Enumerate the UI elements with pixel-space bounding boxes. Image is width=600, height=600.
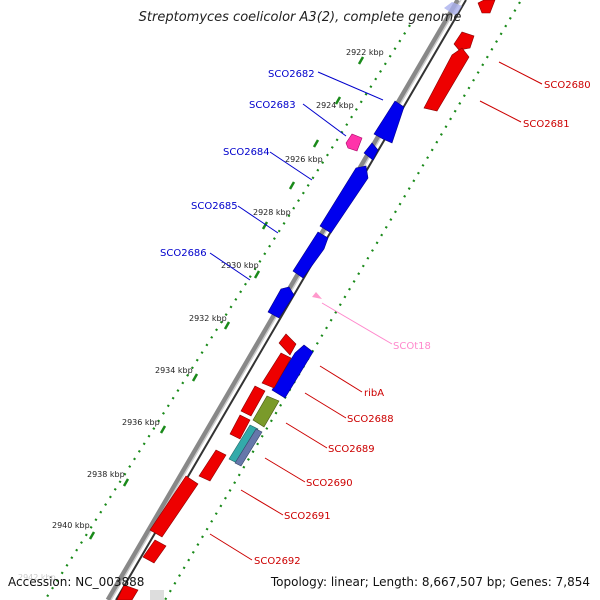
- faded-feature-bottom: [150, 590, 164, 600]
- leader-line: [209, 533, 253, 561]
- tick-mark: [223, 321, 231, 330]
- gene-label[interactable]: SCO2682: [268, 69, 315, 80]
- gene-sco2692[interactable]: [142, 539, 167, 564]
- tick-marks: [88, 56, 365, 540]
- leader-line: [269, 151, 313, 181]
- gene-sco2683[interactable]: [363, 142, 379, 161]
- tick-mark: [334, 96, 342, 105]
- tick-label: 2926 kbp: [285, 155, 323, 164]
- feature-sco2689-olive[interactable]: [252, 395, 280, 428]
- leader-line: [285, 422, 328, 449]
- gene-label[interactable]: SCO2692: [254, 556, 301, 567]
- gene-red-bottom[interactable]: [116, 584, 139, 600]
- leader-line: [479, 100, 522, 123]
- tick-mark: [191, 373, 199, 382]
- gene-sco2691[interactable]: [149, 475, 199, 538]
- tick-mark: [288, 181, 296, 190]
- tick-label: 2930 kbp: [221, 261, 259, 270]
- leader-line: [302, 103, 347, 137]
- tick-label: 2938 kbp: [87, 470, 125, 479]
- leader-lines-right: [209, 61, 543, 561]
- leader-line: [264, 457, 306, 483]
- gene-label[interactable]: SCO2685: [191, 201, 238, 212]
- leader-line: [498, 61, 543, 85]
- gene-label[interactable]: SCO2681: [523, 119, 570, 130]
- gene-sco2682[interactable]: [373, 100, 405, 144]
- gene-labels-left: SCO2682 SCO2683 SCO2684 SCO2685 SCO2686: [160, 69, 315, 259]
- gene-sco2680[interactable]: [453, 31, 475, 51]
- tick-label: 2928 kbp: [253, 208, 291, 217]
- gene-label[interactable]: SCO2683: [249, 100, 296, 111]
- leader-line: [319, 365, 363, 393]
- gene-label[interactable]: SCO2690: [306, 478, 353, 489]
- gene-label[interactable]: SCO2684: [223, 147, 270, 158]
- gene-sco2680-top[interactable]: [477, 0, 496, 14]
- tick-label: 2932 kbp: [189, 314, 227, 323]
- tick-label: 2942 kbp: [18, 573, 56, 582]
- tick-label: 2936 kbp: [122, 418, 160, 427]
- gene-scot18[interactable]: [312, 292, 322, 299]
- leader-line-scot18: [321, 302, 393, 345]
- forward-genes: [267, 100, 405, 399]
- leader-line: [209, 252, 251, 281]
- tick-mark: [88, 531, 96, 540]
- gene-label[interactable]: SCOt18: [393, 341, 431, 352]
- feature-sco2690-slate[interactable]: [234, 428, 263, 467]
- tick-mark: [357, 56, 365, 65]
- gene-sco2688[interactable]: [271, 344, 314, 399]
- tick-label: 2924 kbp: [316, 101, 354, 110]
- genome-title: Streptomyces coelicolor A3(2), complete …: [138, 10, 462, 25]
- tick-mark: [159, 425, 167, 434]
- tick-label: 2934 kbp: [155, 366, 193, 375]
- leader-line: [240, 489, 284, 516]
- gene-sco2684[interactable]: [319, 165, 369, 234]
- tick-mark: [122, 478, 130, 487]
- leader-line: [237, 205, 279, 234]
- gene-labels-right: SCO2680 SCO2681 SCOt18 ribA SCO2688 SCO2…: [254, 80, 591, 567]
- tick-mark: [253, 270, 261, 279]
- tick-labels: 2922 kbp 2924 kbp 2926 kbp 2928 kbp 2930…: [18, 48, 384, 582]
- tick-label: 2940 kbp: [52, 521, 90, 530]
- reverse-genes: [116, 0, 496, 600]
- leader-line: [304, 392, 347, 419]
- outer-dotted-guide-right: [164, 1, 521, 600]
- gene-label[interactable]: ribA: [364, 388, 384, 399]
- tick-mark: [312, 139, 320, 148]
- accession-text: Accession: NC_003888: [8, 575, 145, 589]
- gene-sco2685[interactable]: [292, 231, 329, 279]
- tick-label: 2922 kbp: [346, 48, 384, 57]
- gene-sco2686[interactable]: [267, 286, 295, 319]
- gene-sco2690[interactable]: [198, 449, 227, 482]
- outer-dotted-guide-left: [44, 24, 411, 600]
- leader-line: [317, 71, 384, 101]
- gene-label[interactable]: SCO2691: [284, 511, 331, 522]
- gene-label[interactable]: SCO2680: [544, 80, 591, 91]
- gene-label[interactable]: SCO2688: [347, 414, 394, 425]
- feature-sco2690-teal[interactable]: [228, 424, 259, 464]
- gene-label[interactable]: SCO2689: [328, 444, 375, 455]
- gene-label[interactable]: SCO2686: [160, 248, 207, 259]
- gene-red-b[interactable]: [240, 385, 266, 417]
- gene-sco2683-rna[interactable]: [345, 133, 363, 152]
- gene-red-a[interactable]: [261, 352, 292, 389]
- leader-lines-left: [209, 71, 384, 281]
- gene-sco2681[interactable]: [423, 47, 470, 112]
- gene-sco2689-red[interactable]: [229, 414, 251, 440]
- gene-riba[interactable]: [278, 333, 297, 356]
- genome-summary-text: Topology: linear; Length: 8,667,507 bp; …: [270, 575, 590, 589]
- tick-mark: [261, 221, 269, 230]
- faded-feature-top: [444, 2, 462, 16]
